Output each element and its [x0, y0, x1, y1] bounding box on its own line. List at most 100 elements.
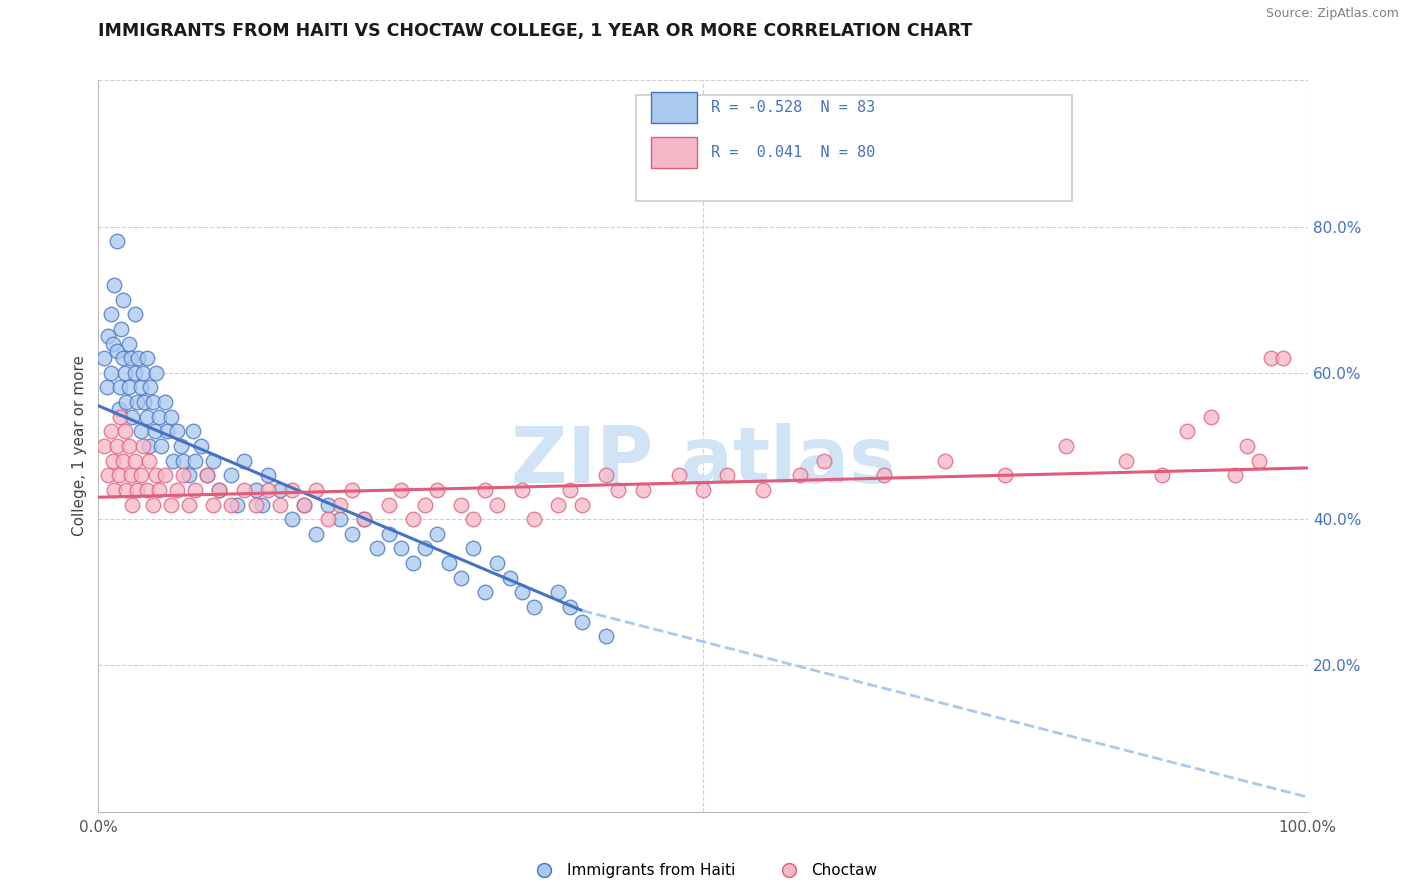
Point: [342, 526, 364, 541]
Point: [571, 498, 593, 512]
Point: [486, 556, 509, 570]
Point: [115, 395, 138, 409]
Point: [129, 380, 152, 394]
Text: Source: ZipAtlas.com: Source: ZipAtlas.com: [1265, 7, 1399, 21]
Point: [181, 425, 204, 439]
Point: [329, 498, 352, 512]
Point: [474, 585, 496, 599]
Point: [138, 439, 160, 453]
Point: [172, 468, 194, 483]
Point: [108, 380, 131, 394]
Point: [366, 541, 388, 556]
Point: [105, 343, 128, 358]
Point: [150, 439, 173, 453]
Point: [111, 293, 134, 307]
Point: [402, 512, 425, 526]
Point: [162, 453, 184, 467]
Point: [148, 409, 170, 424]
Point: [547, 585, 569, 599]
Point: [202, 453, 225, 467]
Point: [692, 483, 714, 497]
Point: [789, 468, 811, 483]
Point: [195, 468, 218, 483]
Point: [450, 571, 472, 585]
Point: [245, 483, 267, 497]
Point: [498, 571, 520, 585]
Text: IMMIGRANTS FROM HAITI VS CHOCTAW COLLEGE, 1 YEAR OR MORE CORRELATION CHART: IMMIGRANTS FROM HAITI VS CHOCTAW COLLEGE…: [98, 22, 973, 40]
Point: [179, 468, 201, 483]
Point: [179, 498, 201, 512]
Point: [160, 409, 183, 424]
Point: [716, 468, 738, 483]
Point: [190, 439, 212, 453]
Legend: Immigrants from Haiti, Choctaw: Immigrants from Haiti, Choctaw: [523, 857, 883, 884]
Point: [134, 395, 156, 409]
Point: [523, 512, 546, 526]
Point: [571, 615, 593, 629]
Point: [208, 483, 231, 497]
Point: [100, 425, 122, 439]
Point: [1152, 468, 1174, 483]
Point: [129, 468, 152, 483]
Point: [426, 526, 449, 541]
Point: [124, 453, 146, 467]
Point: [1054, 439, 1077, 453]
Point: [127, 395, 149, 409]
Point: [172, 453, 194, 467]
Point: [103, 483, 125, 497]
Point: [135, 483, 157, 497]
Point: [105, 439, 128, 453]
Point: [269, 498, 291, 512]
Point: [124, 366, 146, 380]
Point: [245, 498, 267, 512]
Point: [121, 498, 143, 512]
Point: [558, 599, 581, 614]
Point: [402, 556, 425, 570]
Point: [474, 483, 496, 497]
Point: [108, 468, 131, 483]
Point: [668, 468, 690, 483]
Point: [195, 468, 218, 483]
Point: [305, 483, 328, 497]
Point: [111, 453, 134, 467]
FancyBboxPatch shape: [651, 137, 697, 168]
Point: [97, 468, 120, 483]
Point: [184, 453, 207, 467]
Text: R =  0.041  N = 80: R = 0.041 N = 80: [711, 145, 876, 161]
Point: [93, 439, 115, 453]
Point: [329, 512, 352, 526]
Point: [256, 468, 278, 483]
Point: [202, 498, 225, 512]
Point: [463, 512, 485, 526]
Point: [101, 336, 124, 351]
Point: [547, 498, 569, 512]
Point: [389, 541, 412, 556]
Point: [132, 366, 155, 380]
Point: [135, 409, 157, 424]
Point: [143, 425, 166, 439]
Point: [510, 483, 533, 497]
Point: [121, 409, 143, 424]
Point: [1260, 351, 1282, 366]
Point: [631, 483, 654, 497]
Point: [316, 512, 339, 526]
Point: [139, 380, 162, 394]
Point: [138, 453, 160, 467]
Point: [111, 351, 134, 366]
Point: [127, 483, 149, 497]
Point: [115, 483, 138, 497]
Point: [595, 629, 617, 643]
Point: [184, 483, 207, 497]
FancyBboxPatch shape: [637, 95, 1071, 201]
Point: [607, 483, 630, 497]
Point: [305, 526, 328, 541]
Text: ZIP atlas: ZIP atlas: [510, 423, 896, 499]
Point: [100, 307, 122, 321]
Point: [413, 498, 436, 512]
Point: [353, 512, 375, 526]
Point: [127, 351, 149, 366]
Point: [142, 395, 165, 409]
Point: [873, 468, 896, 483]
Point: [103, 278, 125, 293]
Point: [486, 498, 509, 512]
